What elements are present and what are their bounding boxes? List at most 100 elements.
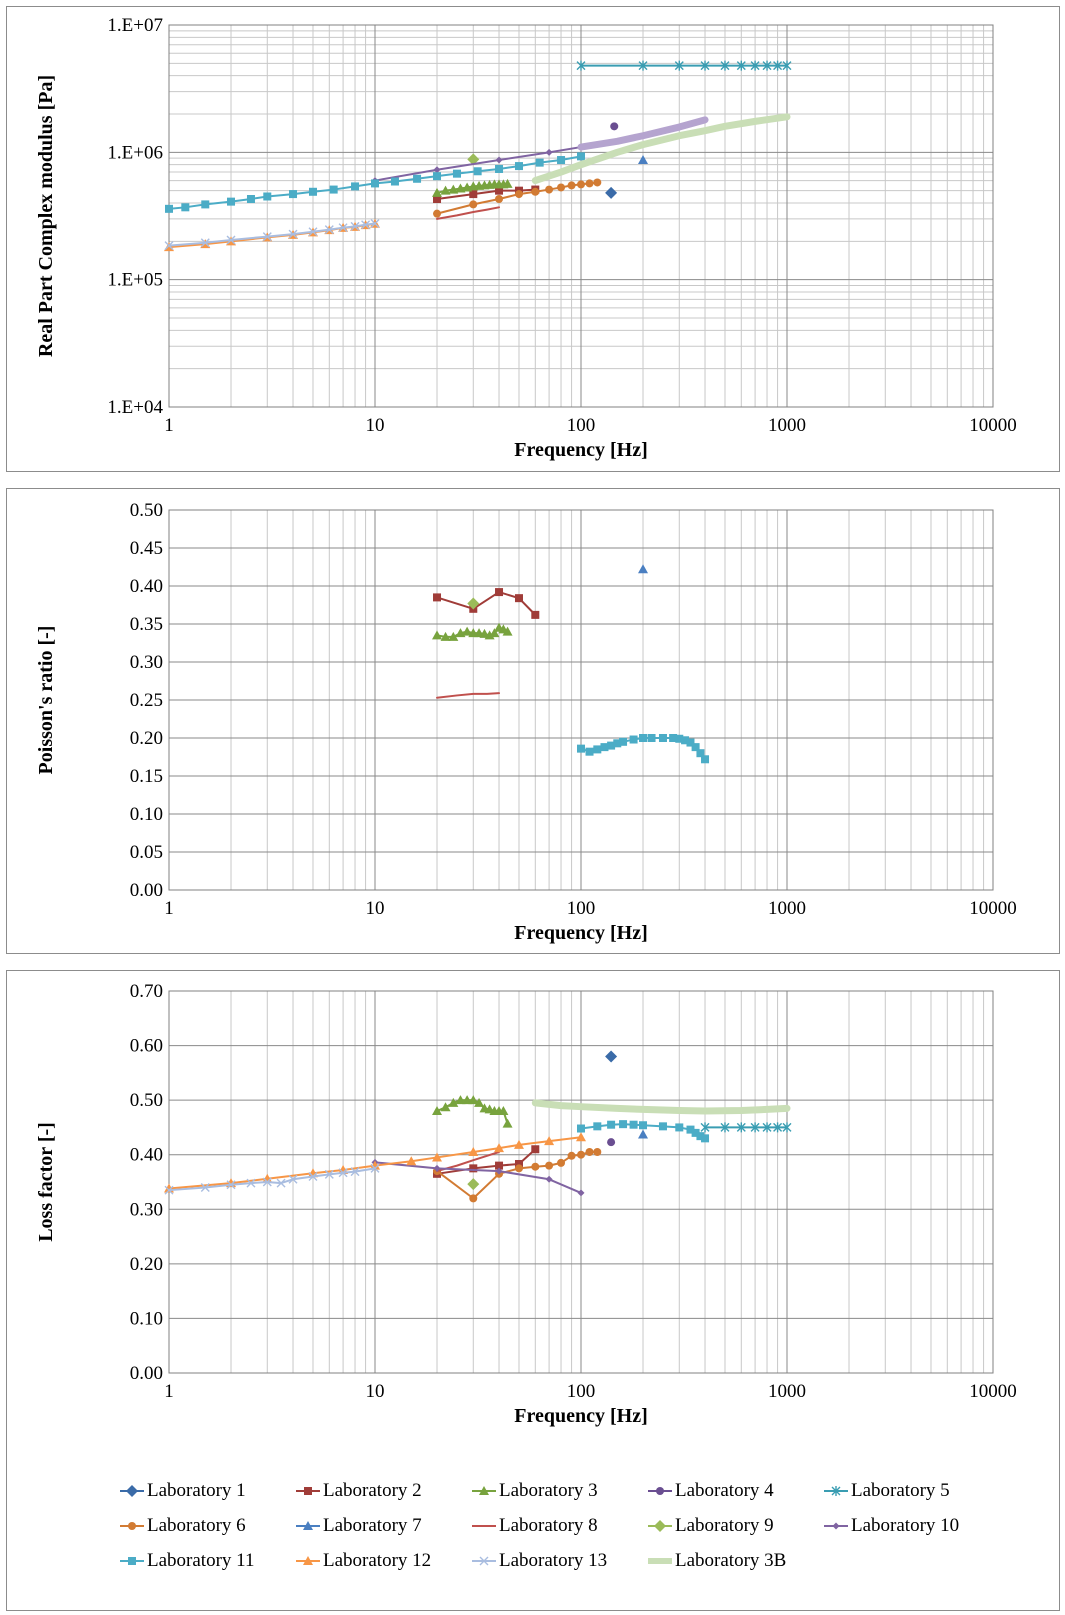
- data-point: [413, 174, 422, 183]
- data-point: [750, 60, 760, 71]
- x-tick-label: 10: [366, 1381, 385, 1402]
- series-line: [577, 116, 709, 151]
- x-axis-title: Frequency [Hz]: [514, 922, 648, 944]
- x-tick-label: 1: [164, 1381, 174, 1402]
- data-point: [433, 195, 442, 204]
- x-tick-label: 10000: [969, 898, 1017, 919]
- data-point: [545, 1161, 554, 1170]
- y-tick-label: 0.35: [130, 614, 163, 635]
- data-point: [227, 197, 236, 206]
- y-tick-label: 0.05: [130, 842, 163, 863]
- data-point: [576, 60, 586, 71]
- data-point: [473, 167, 482, 176]
- legend-marker: [479, 1486, 489, 1495]
- modulus-chart-panel: 1 10 100 1000 10000 1.E+04 1.E+05 1.E+06 1.E+07 F…: [6, 6, 1060, 472]
- series-laboratory-10: [371, 1158, 585, 1197]
- x-tick-label: 10000: [969, 415, 1017, 436]
- data-point: [433, 172, 442, 181]
- series-line: [436, 206, 501, 220]
- y-tick-label: 0.60: [130, 1036, 163, 1057]
- data-point: [535, 158, 544, 167]
- series-laboratory-7: [638, 564, 649, 574]
- data-point: [531, 187, 540, 196]
- data-point: [226, 235, 236, 245]
- series-laboratory-9: [467, 1178, 480, 1191]
- legend-marker: [304, 1487, 312, 1495]
- legend-item: Laboratory 5: [823, 1479, 950, 1503]
- data-point: [762, 1122, 772, 1133]
- legend-swatch: [648, 1558, 672, 1564]
- series-unlabeled: [577, 116, 709, 151]
- data-point: [370, 219, 380, 229]
- data-point: [691, 743, 700, 752]
- data-point: [557, 1158, 566, 1167]
- legend-label: Laboratory 1: [147, 1480, 246, 1501]
- data-point: [468, 1095, 479, 1105]
- data-point: [308, 187, 317, 196]
- legend-label: Laboratory 4: [675, 1480, 774, 1501]
- series-laboratory-12: [164, 218, 380, 252]
- data-point: [467, 153, 480, 166]
- data-point: [433, 166, 441, 174]
- x-tick-label: 1000: [768, 415, 806, 436]
- series-laboratory-8: [436, 1150, 501, 1173]
- series-laboratory-2: [433, 588, 540, 619]
- data-point: [782, 60, 792, 71]
- data-point: [545, 185, 554, 194]
- legend-item: Laboratory 4: [647, 1479, 774, 1503]
- data-point: [432, 187, 443, 197]
- data-point: [638, 155, 649, 165]
- data-point: [593, 745, 602, 754]
- series-laboratory-3b: [531, 113, 791, 185]
- series-laboratory-13: [164, 219, 380, 251]
- data-point: [610, 122, 619, 131]
- data-point: [577, 1150, 585, 1159]
- data-point: [200, 238, 210, 248]
- data-point: [531, 610, 540, 619]
- x-tick-label: 1000: [768, 898, 806, 919]
- series-laboratory-7: [638, 1129, 649, 1139]
- data-point: [686, 1125, 695, 1134]
- legend-item: Laboratory 12: [295, 1549, 431, 1573]
- y-tick-label: 0.20: [130, 728, 163, 749]
- y-tick-label: 0.25: [130, 690, 163, 711]
- data-point: [613, 739, 622, 748]
- legend-item: Laboratory 11: [119, 1549, 254, 1573]
- y-axis-title: Real Part Complex modulus [Pa]: [35, 75, 57, 357]
- data-point: [576, 1132, 586, 1142]
- legend-label: Laboratory 7: [323, 1515, 422, 1536]
- data-point: [700, 1122, 710, 1133]
- poisson-chart-panel: 1 10 100 1000 10000 0.00 0.05 0.10 0.15 0.20 0.25 0…: [6, 488, 1060, 954]
- data-point: [605, 1050, 618, 1063]
- series-line: [531, 113, 791, 185]
- legend-swatch: [648, 1520, 672, 1532]
- data-point: [720, 60, 730, 71]
- data-point: [638, 564, 649, 574]
- data-point: [531, 1145, 540, 1154]
- data-point: [495, 1161, 504, 1170]
- data-point: [495, 156, 503, 164]
- series-laboratory-7: [638, 155, 649, 165]
- legend-marker: [303, 1521, 313, 1530]
- data-point: [701, 1134, 710, 1143]
- series-laboratory-4: [607, 1138, 616, 1147]
- legend-swatch: [296, 1556, 320, 1565]
- y-tick-label: 0.50: [130, 1090, 163, 1111]
- data-point: [607, 741, 616, 750]
- x-tick-label: 1: [164, 415, 174, 436]
- data-point: [701, 755, 710, 764]
- y-axis-title: Poisson's ratio [-]: [35, 626, 57, 775]
- legend-item: Laboratory 1: [119, 1479, 246, 1503]
- legend-label: Laboratory 8: [499, 1515, 598, 1536]
- legend-item: Laboratory 10: [823, 1514, 959, 1538]
- series-line: [436, 692, 501, 699]
- poisson-chart: 1 10 100 1000 10000 0.00 0.05 0.10 0.15 0.20 0.25 0…: [35, 500, 1017, 944]
- data-point: [514, 1164, 523, 1173]
- legend-swatch: [824, 1522, 848, 1530]
- data-point: [350, 221, 360, 231]
- y-tick-label: 0.00: [130, 880, 163, 901]
- y-tick-label: 1.E+07: [107, 15, 163, 36]
- series-laboratory-1: [605, 1050, 618, 1063]
- y-tick-label: 0.10: [130, 1308, 163, 1329]
- series-laboratory-11: [165, 152, 585, 213]
